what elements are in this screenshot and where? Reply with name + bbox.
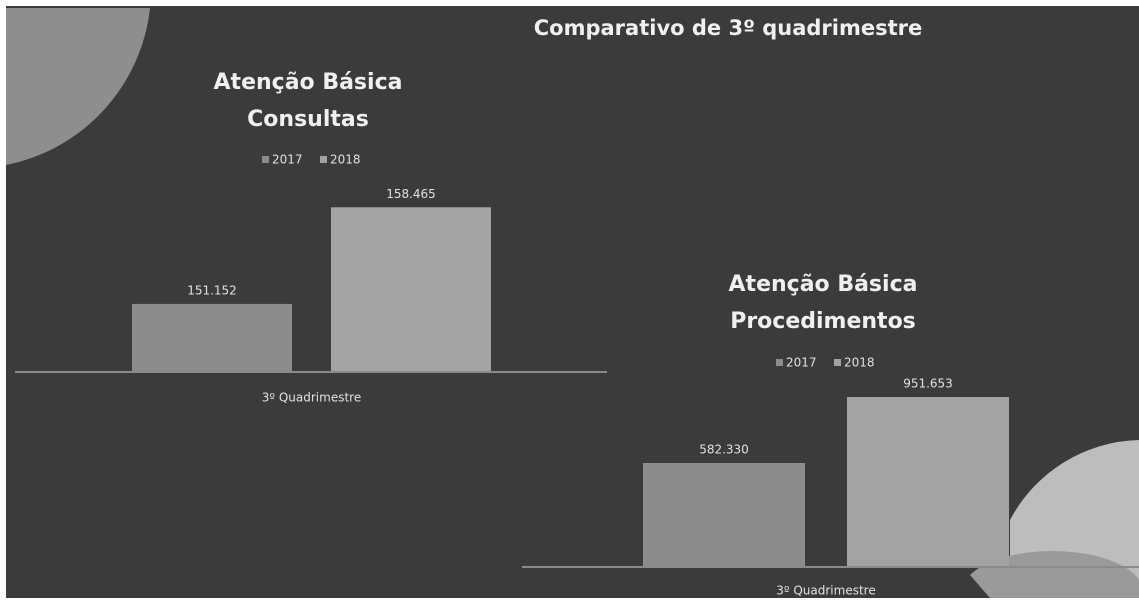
data-label: 582.330 (699, 442, 749, 456)
bar (847, 397, 1009, 567)
x-tick-label: 3º Quadrimestre (776, 584, 875, 598)
legend-label: 2018 (330, 153, 361, 167)
data-label: 158.465 (386, 187, 436, 201)
x-tick-label: 3º Quadrimestre (262, 391, 361, 405)
bar (331, 207, 491, 372)
bar (132, 303, 292, 372)
legend-swatch (262, 156, 269, 163)
legend-label: 2017 (272, 153, 303, 167)
chart-title: Atenção Básica (214, 70, 403, 95)
legend-label: 2018 (844, 356, 875, 370)
decor-circle (6, 8, 150, 165)
bar (643, 462, 805, 567)
chart-subtitle: Consultas (247, 107, 369, 132)
decor-circle (970, 551, 1139, 598)
chart-title: Atenção Básica (729, 272, 918, 297)
chart-subtitle: Procedimentos (730, 309, 916, 334)
data-label: 951.653 (903, 377, 953, 391)
slide-title: Comparativo de 3º quadrimestre (534, 16, 922, 40)
legend-swatch (776, 359, 783, 366)
legend-swatch (320, 156, 327, 163)
legend-label: 2017 (786, 356, 817, 370)
data-label: 151.152 (187, 283, 237, 297)
legend-swatch (834, 359, 841, 366)
